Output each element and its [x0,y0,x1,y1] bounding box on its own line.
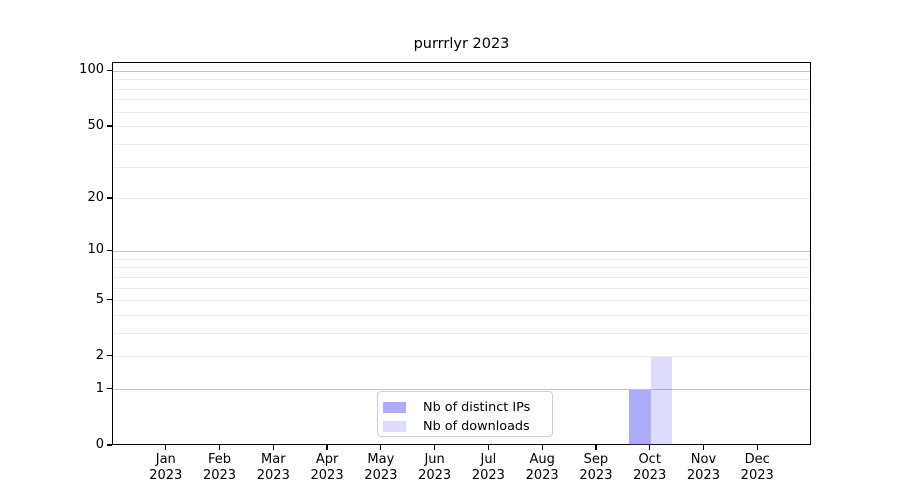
x-tick-month: Apr [315,452,339,467]
x-tick-label: Jul 2023 [460,452,516,483]
x-tick-year: 2023 [202,467,237,483]
gridline-minor [113,79,810,81]
y-tick-label: 50 [87,117,104,133]
x-tick-year: 2023 [364,467,398,483]
y-tick-mark [107,298,112,301]
gridline-minor [113,276,810,278]
x-tick-month: Dec [744,452,770,467]
gridline-minor [113,332,810,334]
x-tick-label: Nov 2023 [675,452,731,483]
y-tick-label: 5 [95,291,104,307]
x-tick-month: May [367,452,395,467]
y-tick-mark [107,444,112,446]
x-tick-label: Jun 2023 [407,452,463,483]
gridline-minor [113,144,810,146]
x-tick-month: Mar [261,452,286,467]
x-tick-mark [272,445,274,450]
x-tick-label: Jan 2023 [138,452,194,483]
gridline-minor [113,198,810,200]
gridline-minor [113,356,810,358]
x-tick-mark [756,445,758,450]
x-tick-year: 2023 [525,467,559,483]
x-tick-mark [218,445,221,450]
gridline-minor [113,314,810,316]
gridline-minor [113,166,810,168]
x-tick-mark [702,445,705,450]
x-tick-year: 2023 [149,467,183,483]
x-tick-mark [595,445,597,450]
x-tick-mark [649,445,651,450]
y-tick-mark [107,355,112,357]
y-tick-mark [107,249,112,251]
y-tick-label: 1 [95,380,104,396]
gridline-major [113,250,810,252]
x-tick-month: Jul [480,452,497,467]
y-tick-mark [107,69,112,72]
gridline-minor [113,111,810,113]
x-tick-mark [165,445,167,450]
x-tick-month: Jun [424,452,445,467]
plot-area [112,62,811,445]
x-tick-label: Feb 2023 [192,452,248,483]
x-tick-label: Mar 2023 [245,452,301,483]
x-tick-month: Nov [690,452,717,467]
x-tick-month: Jan [155,452,176,467]
legend-label: Nb of distinct IPs [423,400,531,415]
x-tick-year: 2023 [633,467,667,483]
x-tick-month: Oct [638,452,661,467]
x-tick-label: Dec 2023 [729,452,785,483]
y-tick-mark [107,197,112,199]
x-tick-label: Aug 2023 [514,452,570,483]
x-tick-mark [487,445,490,450]
x-tick-year: 2023 [686,467,720,483]
x-tick-year: 2023 [740,467,774,483]
x-tick-label: Apr 2023 [299,452,355,483]
chart-title: purrrlyr 2023 [413,36,510,52]
x-tick-mark [380,445,382,450]
y-tick-label: 100 [79,62,104,78]
x-tick-year: 2023 [579,467,613,483]
gridline-minor [113,88,810,90]
gridline-minor [113,287,810,289]
y-tick-mark [107,125,112,127]
x-tick-label: May 2023 [353,452,409,483]
y-tick-label: 2 [95,347,104,363]
x-tick-mark [433,445,436,450]
x-tick-month: Feb [208,452,232,467]
x-tick-mark [326,445,328,450]
x-tick-month: Sep [583,452,609,467]
gridline-minor [113,300,810,302]
x-tick-year: 2023 [256,467,290,483]
gridline-minor [113,258,810,260]
x-tick-label: Oct 2023 [622,452,678,483]
y-tick-label: 20 [87,189,104,205]
legend-label: Nb of downloads [423,419,530,434]
x-tick-year: 2023 [310,467,344,483]
legend-swatch-downloads [383,421,406,432]
bar-distinct-ips [629,389,651,445]
x-tick-year: 2023 [418,467,452,483]
x-tick-year: 2023 [471,467,505,483]
gridline-minor [113,126,810,128]
gridline-major [113,389,810,391]
legend: Nb of distinct IPs Nb of downloads [377,391,553,437]
gridline-major [113,70,810,72]
gridline-minor [113,267,810,269]
bar-downloads [650,356,673,445]
y-tick-label: 10 [87,242,104,258]
y-tick-mark [107,388,112,390]
legend-row: Nb of downloads [383,417,552,436]
y-tick-label: 0 [95,437,104,452]
legend-swatch-distinct-ips [383,402,406,413]
x-tick-mark [541,445,543,450]
legend-row: Nb of distinct IPs [383,398,552,417]
gridline-minor [113,99,810,101]
x-tick-month: Aug [529,452,555,467]
x-tick-label: Sep 2023 [568,452,624,483]
